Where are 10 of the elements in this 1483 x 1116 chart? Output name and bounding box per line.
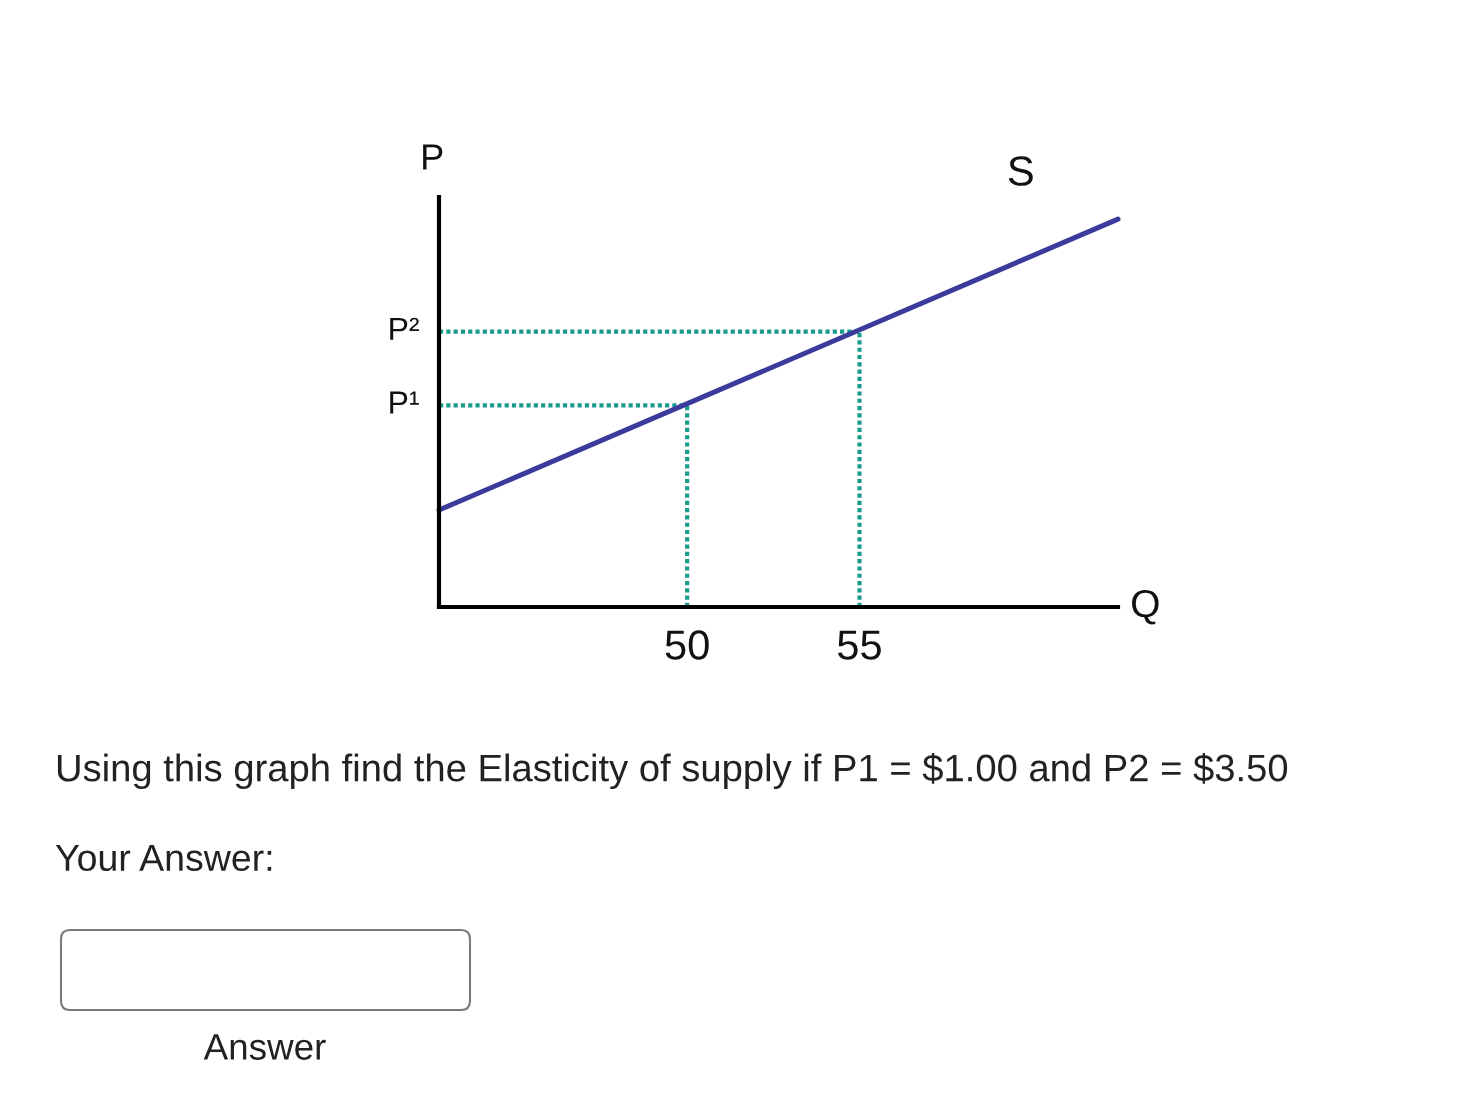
text: Your Answer: bbox=[55, 844, 272, 872]
series-label: S bbox=[1008, 156, 1033, 186]
ref-line-label: P² bbox=[390, 317, 419, 340]
ref-line-label: P¹ bbox=[390, 391, 419, 414]
y-axis-title: P bbox=[423, 144, 443, 170]
x-tick-label: 50 bbox=[665, 630, 709, 660]
x-tick-label: 55 bbox=[837, 630, 881, 660]
text: Using this graph find the Elasticity of supply if P1 = $1.00 and P2 = $3.50 bbox=[57, 752, 1288, 790]
text: Answer bbox=[203, 1034, 326, 1060]
x-axis-title: Q bbox=[1132, 589, 1159, 625]
